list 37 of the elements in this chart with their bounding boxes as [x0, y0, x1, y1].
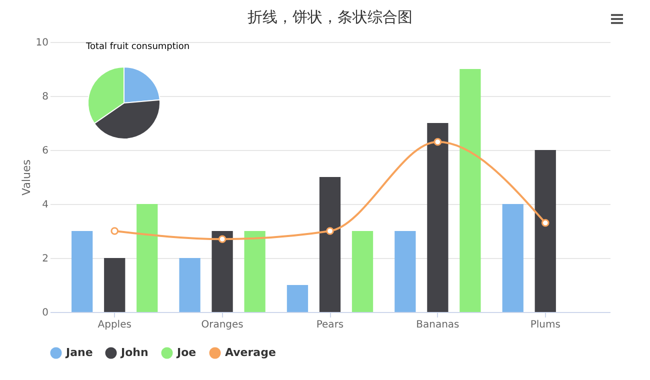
- x-tick-label: Oranges: [201, 320, 244, 330]
- y-tick-label: 4: [42, 200, 48, 210]
- y-axis-title: Values: [20, 159, 33, 196]
- bar: [319, 177, 341, 312]
- point: [326, 227, 334, 235]
- bar: [104, 258, 126, 312]
- x-tick-label: Plums: [530, 320, 560, 330]
- y-tick-label: 0: [42, 308, 48, 318]
- bar: [72, 231, 93, 312]
- bar: [394, 231, 416, 312]
- point: [218, 235, 226, 244]
- legend-label: Jane: [65, 346, 93, 359]
- x-tick-label: Bananas: [416, 320, 460, 330]
- bar: [534, 150, 556, 312]
- bar: [179, 258, 200, 312]
- bar: [460, 69, 481, 312]
- legend-label: John: [120, 346, 148, 359]
- bar: [427, 123, 448, 312]
- x-tick-label: Apples: [98, 320, 132, 330]
- legend-label: Joe: [176, 346, 196, 359]
- y-tick-label: 8: [42, 92, 48, 102]
- bar: [352, 231, 374, 312]
- bar: [286, 285, 308, 312]
- point: [541, 218, 550, 227]
- chart-title: 折线，饼状，条状综合图: [248, 8, 412, 26]
- y-tick-label: 6: [42, 146, 48, 156]
- point: [110, 227, 119, 235]
- bar: [212, 231, 233, 312]
- y-tick-label: 10: [36, 38, 48, 48]
- bar: [136, 204, 158, 312]
- bar: [244, 231, 266, 312]
- chart-title: Total fruit consumption: [85, 42, 190, 52]
- y-tick-label: 2: [42, 254, 48, 264]
- bar: [502, 204, 524, 312]
- x-tick-label: Pears: [316, 320, 344, 330]
- point: [434, 138, 442, 146]
- legend-label: Average: [225, 346, 276, 359]
